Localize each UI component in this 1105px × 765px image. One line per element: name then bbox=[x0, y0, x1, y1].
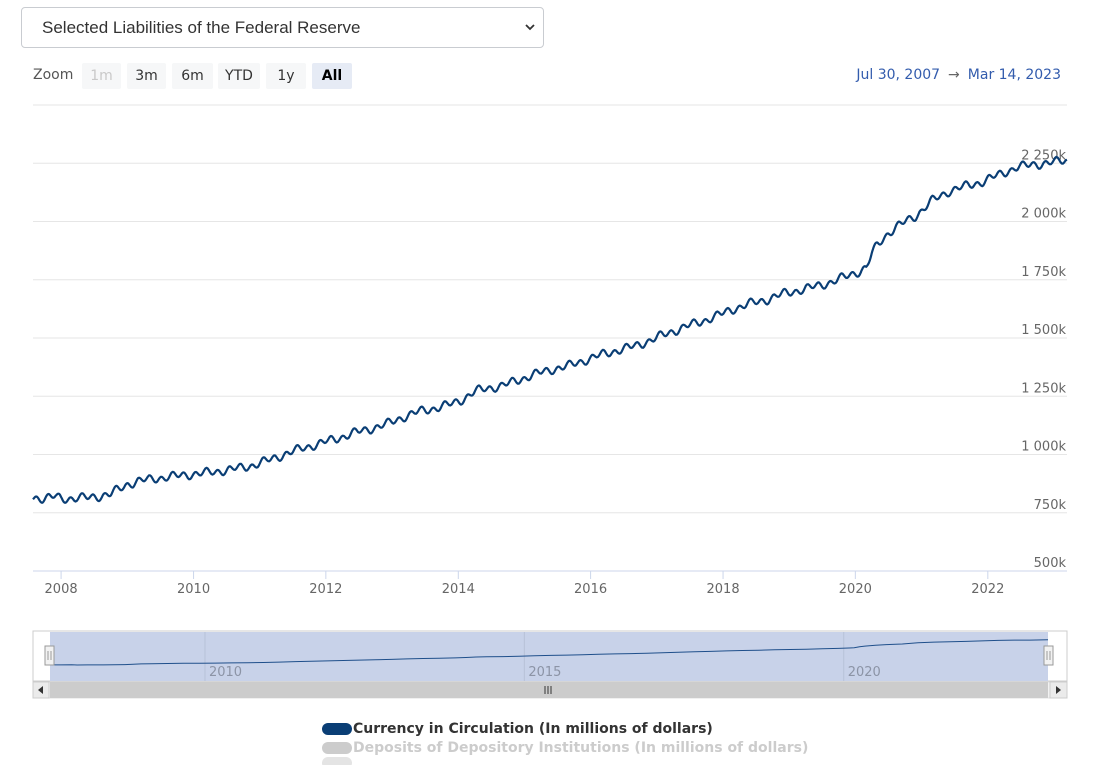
x-tick-label: 2016 bbox=[574, 582, 607, 597]
scrollbar-thumb[interactable] bbox=[50, 682, 1048, 698]
x-axis: 2008 2010 2012 2014 2016 2018 2020 2022 bbox=[45, 571, 1004, 597]
navigator-tick-label: 2015 bbox=[528, 665, 561, 680]
legend-item-other[interactable] bbox=[322, 757, 808, 765]
x-tick-label: 2010 bbox=[177, 582, 210, 597]
navigator-tick-label: 2010 bbox=[209, 665, 242, 680]
range-to[interactable]: Mar 14, 2023 bbox=[967, 67, 1061, 83]
navigator-left-handle[interactable] bbox=[44, 645, 55, 666]
zoom-label: Zoom bbox=[33, 67, 74, 83]
legend: Currency in Circulation (In millions of … bbox=[322, 719, 808, 765]
y-tick-label: 500k bbox=[1034, 556, 1067, 571]
scrollbar-grip-icon bbox=[544, 686, 552, 694]
range-from[interactable]: Jul 30, 2007 bbox=[856, 67, 941, 83]
zoom-6m-button[interactable]: 6m bbox=[172, 63, 213, 89]
zoom-1y-button[interactable]: 1y bbox=[266, 63, 306, 89]
navigator-tick-label: 2020 bbox=[848, 665, 881, 680]
y-tick-label: 1 750k bbox=[1021, 265, 1066, 280]
legend-label: Deposits of Depository Institutions (In … bbox=[353, 739, 809, 756]
legend-swatch bbox=[322, 741, 352, 754]
navigator-selected-range[interactable] bbox=[50, 632, 1048, 681]
zoom-1m-button[interactable]: 1m bbox=[82, 63, 121, 89]
arrow-right-icon bbox=[1056, 686, 1061, 694]
zoom-all-button[interactable]: All bbox=[312, 63, 352, 89]
y-tick-label: 750k bbox=[1034, 498, 1067, 513]
navigator-right-handle[interactable] bbox=[1043, 645, 1054, 666]
dataset-select-value: Selected Liabilities of the Federal Rese… bbox=[42, 18, 361, 37]
series-line-currency-in-circulation bbox=[32, 155, 1068, 504]
date-range-display: Jul 30, 2007 → Mar 14, 2023 bbox=[856, 67, 1061, 83]
y-tick-label: 1 250k bbox=[1021, 381, 1066, 396]
legend-label: Currency in Circulation (In millions of … bbox=[353, 720, 713, 737]
navigator-x-axis: 2010 2015 2020 bbox=[204, 632, 881, 681]
x-tick-label: 2012 bbox=[309, 582, 342, 597]
legend-swatch bbox=[322, 722, 352, 735]
range-arrow-icon: → bbox=[948, 67, 960, 83]
legend-item-currency[interactable]: Currency in Circulation (In millions of … bbox=[322, 719, 808, 738]
x-tick-label: 2018 bbox=[707, 582, 740, 597]
zoom-3m-button[interactable]: 3m bbox=[127, 63, 166, 89]
scrollbar[interactable] bbox=[32, 681, 1068, 699]
legend-item-deposits[interactable]: Deposits of Depository Institutions (In … bbox=[322, 738, 808, 757]
dataset-select[interactable]: Selected Liabilities of the Federal Rese… bbox=[21, 7, 544, 48]
navigator-series-line bbox=[50, 639, 1049, 666]
zoom-ytd-button[interactable]: YTD bbox=[218, 63, 260, 89]
legend-swatch bbox=[322, 757, 352, 765]
grid-lines bbox=[33, 104, 1067, 572]
y-tick-label: 2 000k bbox=[1021, 207, 1066, 222]
arrow-left-icon bbox=[38, 686, 43, 694]
y-tick-label: 1 500k bbox=[1021, 323, 1066, 338]
x-tick-label: 2022 bbox=[971, 582, 1004, 597]
x-tick-label: 2020 bbox=[839, 582, 872, 597]
navigator[interactable]: 2010 2015 2020 bbox=[32, 630, 1068, 699]
x-tick-label: 2008 bbox=[45, 582, 78, 597]
y-tick-label: 1 000k bbox=[1021, 440, 1066, 455]
chevron-down-icon bbox=[525, 24, 535, 31]
x-tick-label: 2014 bbox=[442, 582, 475, 597]
